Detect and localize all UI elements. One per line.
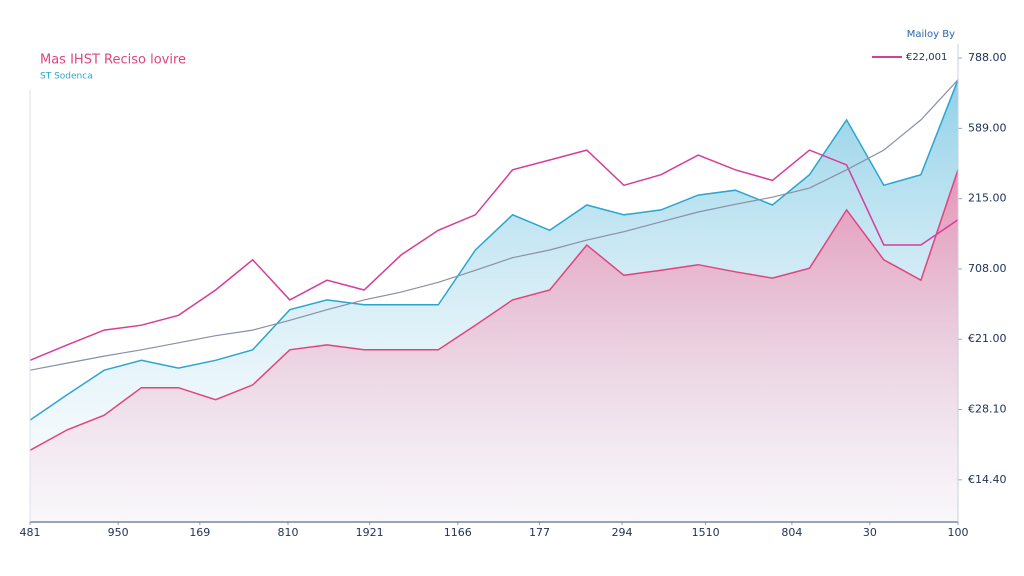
- x-tick-label: 950: [108, 526, 129, 539]
- x-tick-label: 294: [612, 526, 633, 539]
- area-fill: [30, 169, 958, 523]
- x-tick-label: 810: [277, 526, 298, 539]
- x-tick-label: 481: [20, 526, 41, 539]
- y-tick-label: €14.40: [968, 473, 1007, 486]
- x-tick-label: 1921: [356, 526, 384, 539]
- chart-title: Mas IHST Reciso lovire: [40, 53, 186, 68]
- annotation: Mailoy By: [907, 29, 955, 40]
- chart-subtitle: ST Sodenca: [40, 72, 93, 82]
- y-tick-label: 788.00: [968, 51, 1007, 64]
- series-line: [29, 79, 959, 421]
- y-tick-label: €28.10: [968, 403, 1007, 416]
- series-line: [29, 169, 959, 451]
- x-tick-label: 1166: [444, 526, 472, 539]
- legend-label: €22,001: [906, 52, 947, 63]
- x-tick-label: 804: [781, 526, 802, 539]
- series-line: [29, 79, 959, 371]
- x-tick-label: 1510: [692, 526, 720, 539]
- x-tick-label: 100: [948, 526, 969, 539]
- y-tick-label: 708.00: [968, 262, 1007, 275]
- y-tick-label: 215.00: [968, 192, 1007, 205]
- series-line: [29, 149, 959, 361]
- x-tick-label: 177: [529, 526, 550, 539]
- x-tick-label: 30: [863, 526, 877, 539]
- y-tick-label: €21.00: [968, 332, 1007, 345]
- x-tick-label: 169: [189, 526, 210, 539]
- y-tick-label: 589.00: [968, 121, 1007, 134]
